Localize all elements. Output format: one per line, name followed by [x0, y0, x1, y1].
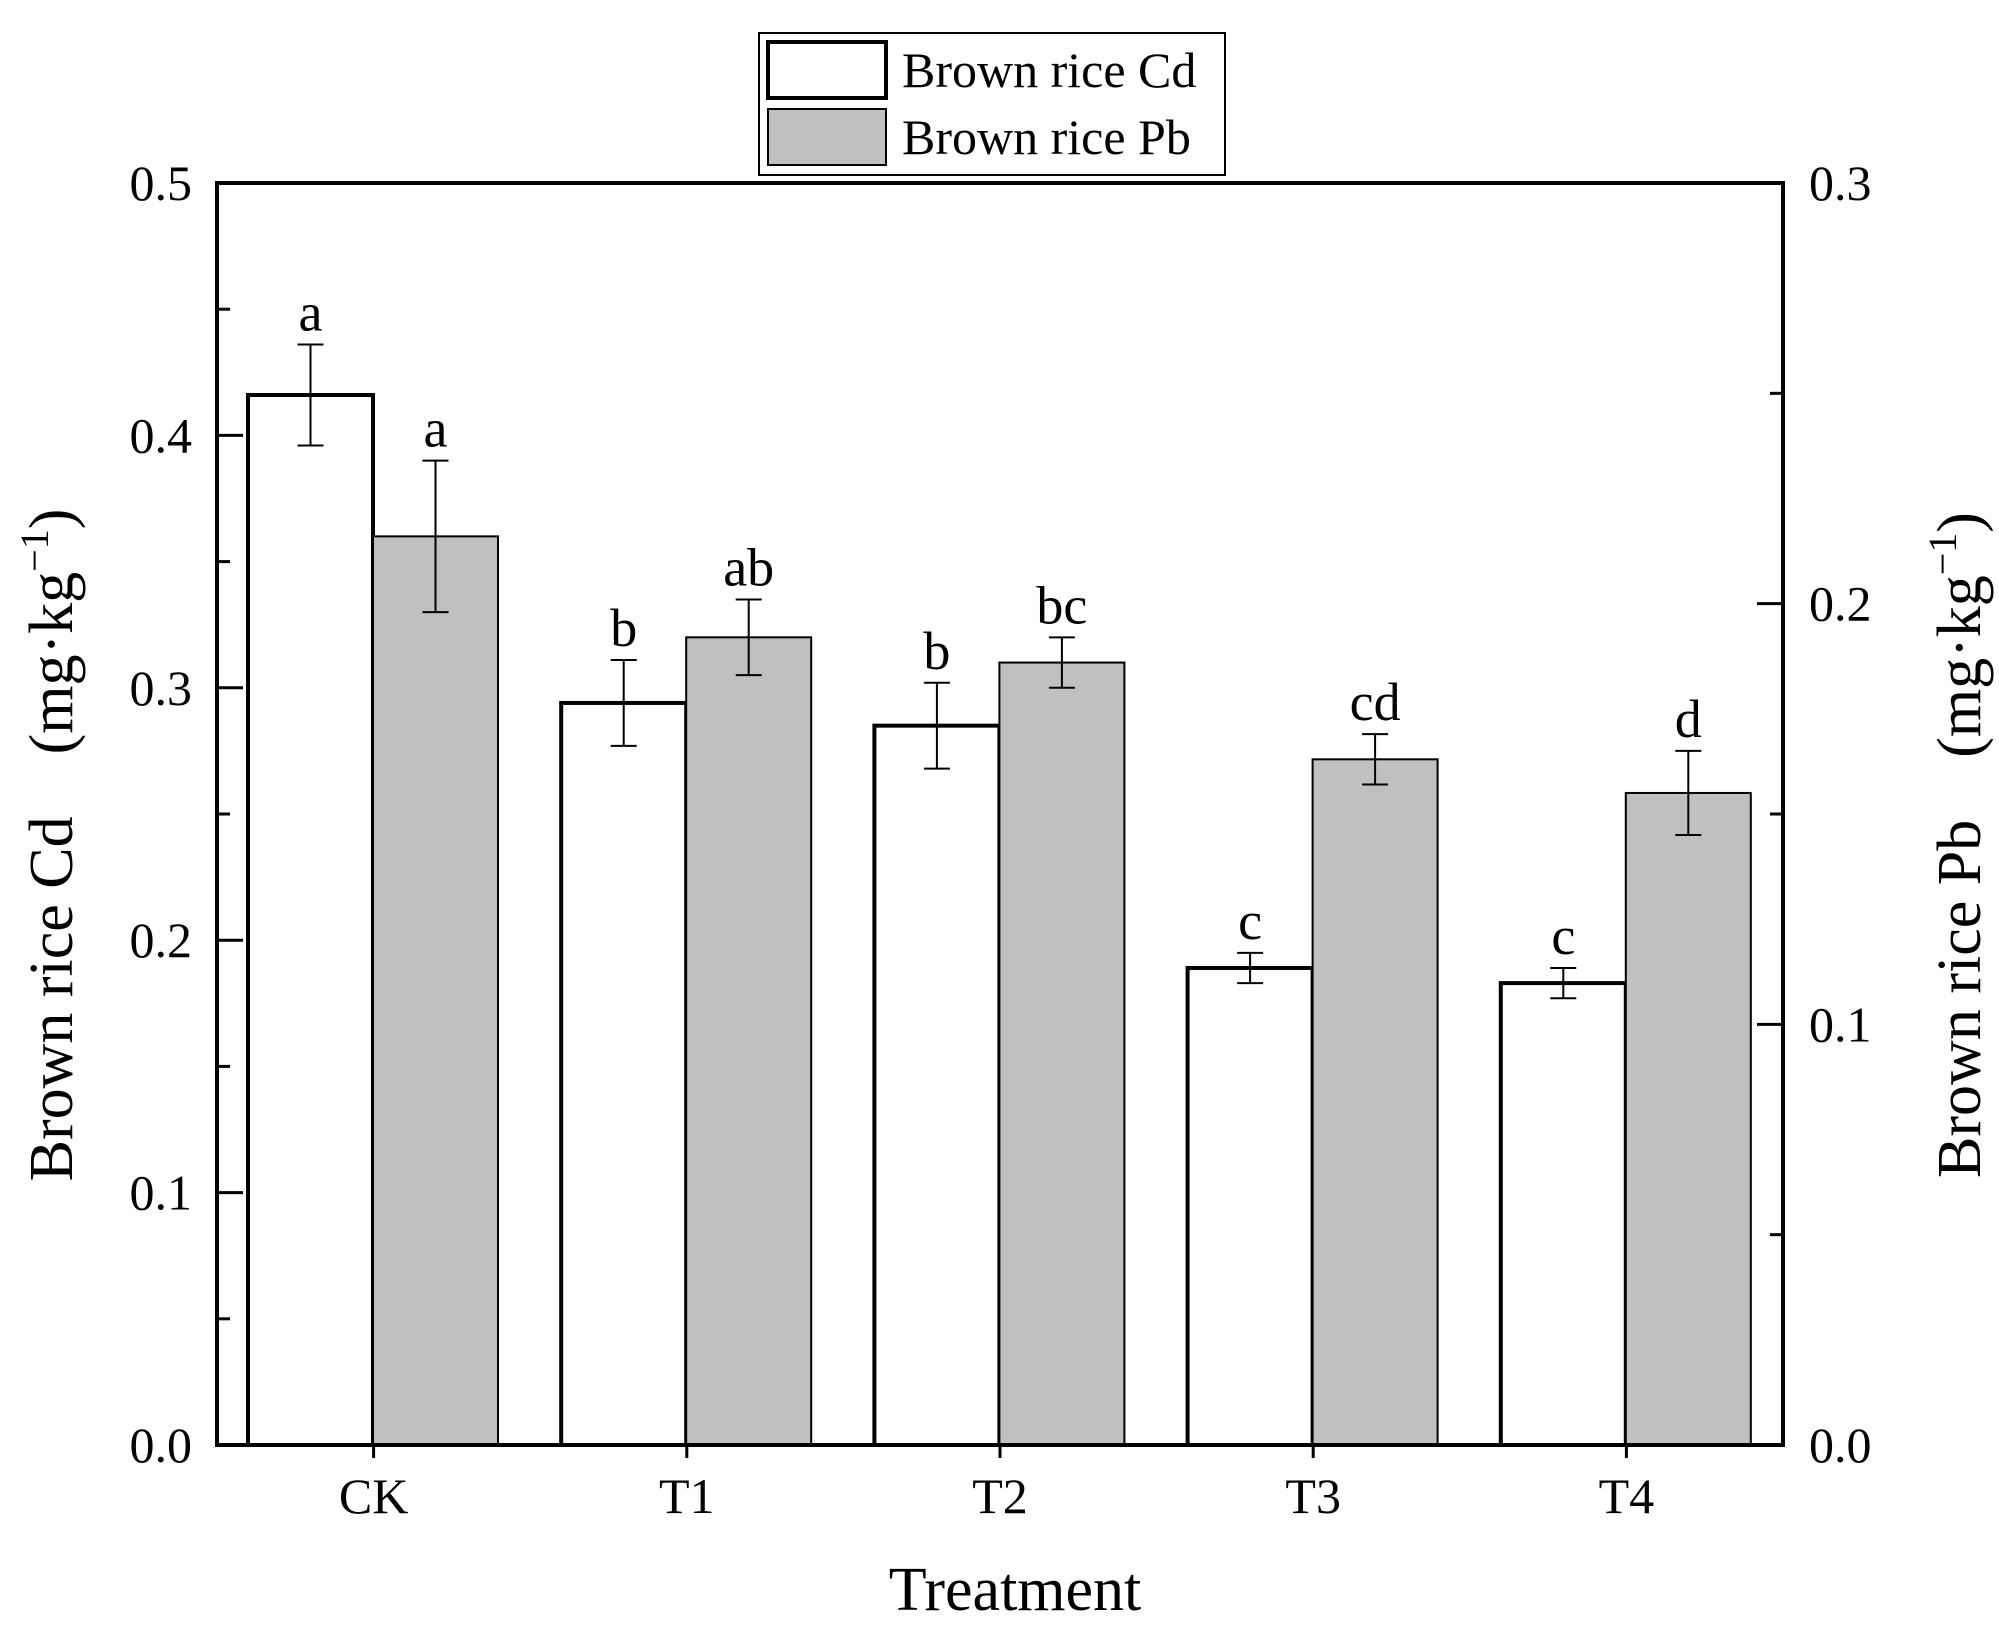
bar-cd-t2 — [872, 723, 1002, 1447]
sig-label-cd-t3: c — [1238, 891, 1262, 951]
bars-layer — [246, 393, 1752, 1447]
sig-label-cd-t1: b — [610, 598, 637, 658]
x-axis-title: Treatment — [889, 1556, 1142, 1624]
left-y-axis-title: Brown rice Cd (mg·kg−1) — [12, 509, 86, 1182]
x-tick-label-t1: T1 — [659, 1468, 715, 1524]
error-bar-cd-t3 — [1237, 951, 1264, 985]
bar-pb-ck — [372, 535, 499, 1446]
sig-label-cd-ck: a — [299, 283, 323, 343]
sig-label-pb-t1: ab — [723, 537, 774, 597]
x-tick-label-t3: T3 — [1285, 1468, 1341, 1524]
right-y-tick-label-2: 0.2 — [1809, 576, 1872, 632]
left-y-tick-label-3: 0.3 — [130, 660, 193, 716]
error-bar-pb-t4 — [1675, 749, 1702, 837]
sig-label-pb-t3: cd — [1350, 672, 1401, 732]
left-y-tick-label-4: 0.4 — [130, 407, 193, 463]
error-bars-layer — [297, 343, 1702, 1000]
sig-label-pb-ck: a — [424, 399, 448, 459]
x-tick-label-ck: CK — [339, 1468, 408, 1524]
bar-pb-t4 — [1624, 791, 1752, 1446]
error-bar-cd-ck — [297, 343, 324, 447]
error-bar-pb-t2 — [1048, 636, 1075, 689]
left-y-tick-label-1: 0.1 — [130, 1165, 193, 1221]
legend-swatch-pb — [767, 108, 887, 166]
left-y-axis-title-close: ) — [18, 509, 86, 530]
error-bar-pb-t1 — [735, 598, 762, 677]
x-tick-label-t2: T2 — [972, 1468, 1028, 1524]
legend: Brown rice Cd Brown rice Pb — [758, 32, 1226, 176]
x-tick-label-t4: T4 — [1599, 1468, 1655, 1524]
bar-cd-ck — [246, 393, 375, 1447]
bar-pb-t1 — [685, 636, 813, 1446]
left-y-tick-label-0: 0.0 — [130, 1417, 193, 1473]
bar-cd-t4 — [1498, 981, 1628, 1447]
left-y-tick-label-2: 0.2 — [130, 912, 193, 968]
sig-label-cd-t2: b — [923, 621, 950, 681]
sig-label-pb-t4: d — [1675, 689, 1702, 749]
sig-label-cd-t4: c — [1551, 906, 1575, 966]
error-bar-cd-t1 — [610, 659, 637, 747]
legend-swatch-cd — [766, 40, 888, 100]
legend-label-pb: Brown rice Pb — [902, 109, 1191, 165]
bar-pb-t3 — [1311, 758, 1439, 1446]
sig-label-pb-t2: bc — [1036, 575, 1087, 635]
bar-pb-t2 — [998, 661, 1126, 1446]
right-y-axis-title-close: ) — [1926, 512, 1994, 533]
error-bar-pb-ck — [422, 459, 449, 614]
ticks-layer: CK T1 T2 T3 T4 0.0 0.1 0.2 0.3 0.4 0.5 0.0 0.1 0.2 0.3 — [130, 155, 1872, 1524]
right-y-tick-label-3: 0.3 — [1809, 155, 1872, 211]
right-y-tick-label-1: 0.1 — [1809, 996, 1872, 1052]
left-y-axis-title-exponent: −1 — [12, 529, 57, 572]
error-bar-cd-t2 — [923, 681, 950, 770]
right-y-axis-title: Brown rice Pb (mg·kg−1) — [1920, 512, 1994, 1178]
right-y-axis-title-main: Brown rice Pb (mg·kg — [1926, 575, 1994, 1178]
right-y-axis-title-exponent: −1 — [1920, 533, 1965, 576]
right-y-tick-label-0: 0.0 — [1809, 1417, 1872, 1473]
bar-cd-t1 — [559, 700, 689, 1447]
left-y-tick-label-5: 0.5 — [130, 155, 193, 211]
legend-label-cd: Brown rice Cd — [902, 42, 1196, 98]
left-y-axis-title-main: Brown rice Cd (mg·kg — [18, 572, 86, 1182]
error-bar-cd-t4 — [1550, 966, 1577, 1000]
bar-cd-t3 — [1185, 965, 1315, 1447]
error-bar-pb-t3 — [1362, 733, 1389, 786]
